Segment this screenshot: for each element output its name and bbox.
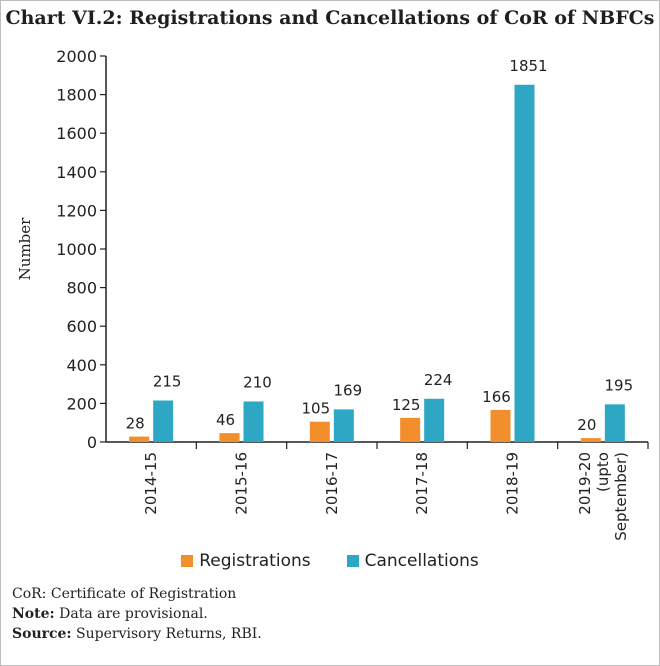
data-label-cancellations: 169: [334, 381, 363, 399]
cor-text: Certificate of Registration: [46, 586, 237, 602]
legend-label-registrations: Registrations: [199, 551, 311, 571]
note-text: Data are provisional.: [54, 606, 208, 622]
bar-cancellations: [153, 400, 174, 442]
x-category-label: 2014-15: [142, 452, 160, 515]
data-label-registrations: 20: [577, 416, 596, 434]
bar-registrations: [400, 417, 421, 442]
bar-registrations: [129, 436, 150, 442]
bar-cancellations: [604, 404, 625, 442]
data-label-registrations: 105: [302, 400, 331, 418]
data-label-registrations: 166: [482, 388, 511, 406]
y-tick-label: 1200: [56, 201, 97, 220]
data-label-registrations: 125: [392, 396, 421, 414]
x-category-label: 2017-18: [413, 452, 431, 515]
y-tick-label: 1800: [56, 86, 97, 105]
cor-abbrev: CoR:: [12, 586, 47, 602]
legend-item-cancellations: Cancellations: [346, 551, 479, 571]
bar-registrations: [580, 438, 601, 442]
y-tick-label: 1000: [56, 240, 97, 259]
y-tick-label: 2000: [56, 47, 97, 66]
chart-notes: CoR: Certificate of Registration Note: D…: [12, 584, 652, 644]
bar-registrations: [490, 409, 511, 442]
data-note: Note: Data are provisional.: [12, 604, 652, 624]
y-tick-label: 800: [66, 279, 97, 298]
data-label-registrations: 46: [216, 411, 235, 429]
legend-label-cancellations: Cancellations: [364, 551, 479, 571]
note-label: Note:: [12, 606, 55, 622]
legend-item-registrations: Registrations: [181, 551, 311, 571]
source-note: Source: Supervisory Returns, RBI.: [12, 624, 652, 644]
x-category-label: 2019-20: [576, 452, 594, 515]
y-axis-title: Number: [16, 217, 34, 280]
y-tick-label: 600: [66, 317, 97, 336]
data-label-cancellations: 1851: [509, 57, 547, 75]
bar-cancellations: [243, 401, 264, 442]
y-tick-label: 1400: [56, 163, 97, 182]
y-tick-label: 200: [66, 394, 97, 413]
x-category-label: September): [612, 452, 630, 541]
x-category-label: 2016-17: [323, 452, 341, 515]
x-category-label: (upto: [594, 452, 612, 492]
legend: Registrations Cancellations: [0, 551, 660, 571]
x-category-label: 2018-19: [504, 452, 522, 515]
data-label-cancellations: 195: [605, 376, 634, 394]
bar-registrations: [309, 421, 330, 442]
bar-cancellations: [424, 398, 445, 442]
data-label-registrations: 28: [126, 415, 145, 433]
legend-swatch-cancellations: [346, 555, 359, 567]
source-label: Source:: [12, 626, 72, 642]
y-tick-label: 0: [87, 433, 97, 452]
source-text: Supervisory Returns, RBI.: [71, 626, 262, 642]
bar-cancellations: [333, 409, 354, 442]
data-label-cancellations: 210: [243, 373, 272, 391]
x-category-label: 2015-16: [233, 452, 251, 515]
bar-cancellations: [514, 84, 535, 442]
data-label-cancellations: 224: [424, 371, 453, 389]
data-label-cancellations: 215: [153, 373, 182, 391]
cor-note: CoR: Certificate of Registration: [12, 584, 652, 604]
legend-swatch-registrations: [181, 555, 194, 567]
y-tick-label: 1600: [56, 124, 97, 143]
y-tick-label: 400: [66, 356, 97, 375]
chart-title: Chart VI.2: Registrations and Cancellati…: [5, 7, 655, 29]
bar-registrations: [219, 433, 240, 442]
